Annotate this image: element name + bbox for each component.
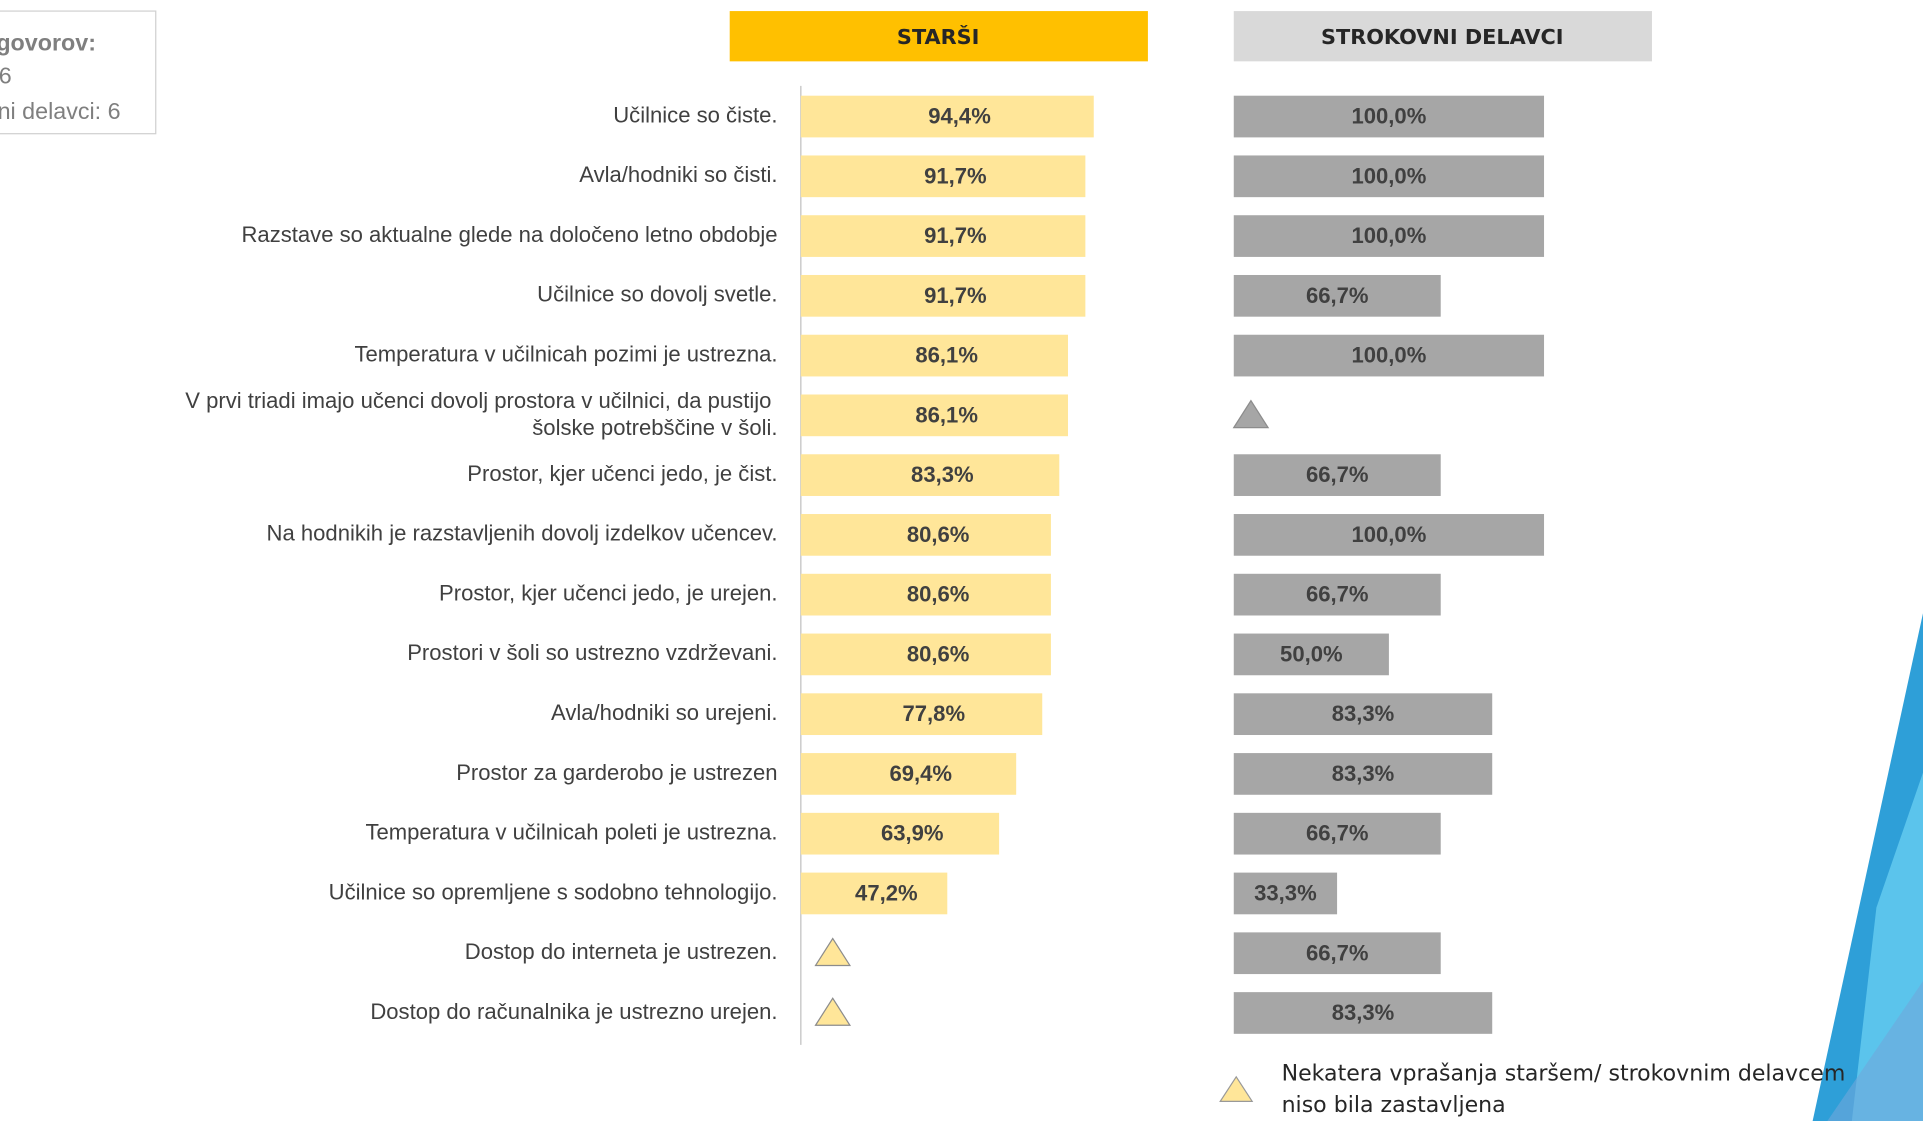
not-asked-marker (816, 998, 850, 1025)
value-label: 80,6% (907, 522, 970, 547)
header-title: STARŠI (897, 24, 980, 49)
value-label: 83,3% (1332, 701, 1395, 726)
legend-marker (1220, 1077, 1252, 1102)
category-label: Učilnice so dovolj svetle. (537, 282, 777, 307)
value-label: 50,0% (1280, 641, 1343, 666)
value-label: 33,3% (1254, 881, 1317, 906)
value-label: 80,6% (907, 582, 970, 607)
category-label: Prostori v šoli so ustrezno vzdrževani. (407, 640, 777, 665)
page: govorov: 6 ni delavci: 6 Nekatera vpraša… (0, 0, 1923, 1121)
value-label: 100,0% (1351, 104, 1426, 129)
value-label: 77,8% (903, 701, 966, 726)
value-label: 63,9% (881, 821, 944, 846)
category-label: Avla/hodniki so čisti. (579, 162, 777, 187)
value-label: 69,4% (889, 761, 952, 786)
value-label: 66,7% (1306, 821, 1369, 846)
category-label: V prvi triadi imajo učenci dovolj prosto… (185, 388, 777, 440)
category-label: Učilnice so opremljene s sodobno tehnolo… (329, 879, 778, 904)
not-asked-marker (1234, 401, 1268, 428)
info-title: govorov: (0, 29, 96, 55)
value-label: 83,3% (911, 462, 974, 487)
value-label: 91,7% (924, 283, 987, 308)
header-title: STROKOVNI DELAVCI (1321, 25, 1564, 49)
category-label: Temperatura v učilnicah poleti je ustrez… (365, 820, 777, 845)
slide: govorov: 6 ni delavci: 6 Nekatera vpraša… (0, 0, 1923, 1121)
info-line: ni delavci: 6 (0, 98, 121, 124)
value-label: 66,7% (1306, 283, 1369, 308)
value-label: 80,6% (907, 641, 970, 666)
value-label: 91,7% (924, 223, 987, 248)
category-label: Prostor za garderobo je ustrezen (456, 760, 777, 785)
value-label: 94,4% (928, 104, 991, 129)
note-text: niso bila zastavljena (1282, 1093, 1506, 1118)
category-label: Prostor, kjer učenci jedo, je urejen. (439, 580, 777, 605)
value-label: 91,7% (924, 163, 987, 188)
category-label: Dostop do interneta je ustrezen. (465, 939, 778, 964)
category-label: Na hodnikih je razstavljenih dovolj izde… (267, 521, 778, 546)
value-label: 47,2% (855, 881, 918, 906)
value-label: 100,0% (1351, 163, 1426, 188)
category-label: Avla/hodniki so urejeni. (551, 700, 778, 725)
category-label: Prostor, kjer učenci jedo, je čist. (467, 461, 777, 486)
category-label: Temperatura v učilnicah pozimi je ustrez… (354, 341, 777, 366)
value-label: 66,7% (1306, 582, 1369, 607)
value-label: 83,3% (1332, 1000, 1395, 1025)
value-label: 83,3% (1332, 761, 1395, 786)
not-asked-marker (816, 939, 850, 966)
value-label: 100,0% (1351, 522, 1426, 547)
value-label: 100,0% (1351, 343, 1426, 368)
value-label: 100,0% (1351, 223, 1426, 248)
note-text: Nekatera vprašanja staršem/ strokovnim d… (1282, 1061, 1846, 1086)
category-label: Dostop do računalnika je ustrezno urejen… (370, 999, 777, 1024)
info-line: 6 (0, 62, 12, 88)
value-label: 86,1% (915, 343, 978, 368)
category-label: Razstave so aktualne glede na določeno l… (242, 222, 778, 247)
value-label: 66,7% (1306, 940, 1369, 965)
value-label: 86,1% (915, 402, 978, 427)
value-label: 66,7% (1306, 462, 1369, 487)
category-label: Učilnice so čiste. (613, 102, 777, 127)
